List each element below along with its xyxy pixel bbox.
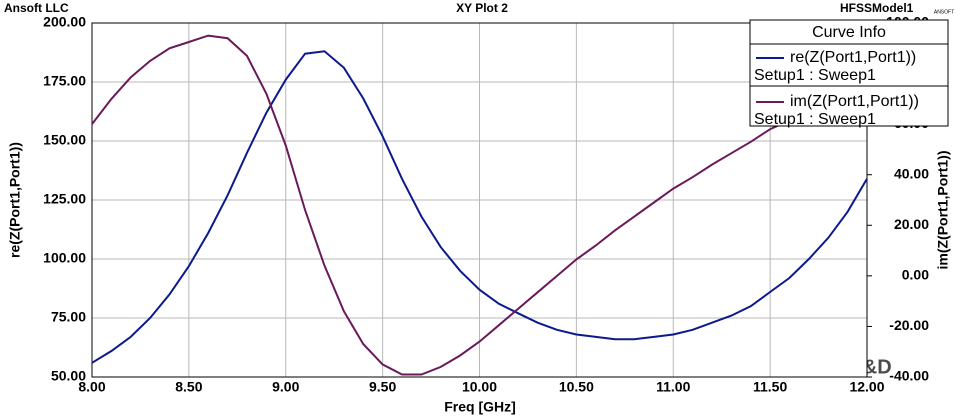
chart-title: XY Plot 2 [456,1,508,15]
x-tick-label: 8.00 [78,379,105,395]
y2-tick-label: 20.00 [894,216,929,232]
legend-label: im(Z(Port1,Port1)) [790,93,919,110]
data-line [91,50,868,364]
x-tick-label: 11.00 [656,379,690,395]
y-tick-label: 125.00 [43,191,86,207]
x-tick-label: 11.50 [753,379,787,395]
y2-tick-label: -20.00 [889,317,929,333]
legend-detail: Setup1 : Sweep1 [754,67,876,84]
x-tick-label: 9.00 [272,379,299,395]
legend-detail: Setup1 : Sweep1 [754,111,876,128]
y2-tick-label: 40.00 [894,165,929,181]
y-tick-label: 150.00 [43,132,86,148]
y-tick-label: 100.00 [43,250,86,266]
y2-axis-label: im(Z(Port1,Port1)) [935,151,951,270]
y-tick-label: 175.00 [43,73,86,89]
data-line [91,34,868,376]
logo: ANSOFT [934,9,954,15]
x-tick-label: 9.50 [369,379,396,395]
model-name: HFSSModel1 [840,1,914,15]
plot-frame [91,22,868,378]
x-axis-label: Freq [GHz] [444,399,516,415]
legend-label: re(Z(Port1,Port1)) [790,49,916,66]
x-tick-label: 12.00 [849,379,884,395]
x-tick-label: 8.50 [175,379,202,395]
legend-title: Curve Info [812,24,886,41]
y2-tick-label: 0.00 [902,267,929,283]
x-tick-label: 10.50 [559,379,594,395]
plot-area [91,22,868,378]
y-tick-label: 75.00 [51,309,86,325]
legend-box [749,19,949,127]
y-tick-label: 200.00 [43,14,86,30]
y-tick-label: 50.00 [51,368,86,384]
y2-tick-label: -40.00 [889,368,929,384]
company: Ansoft LLC [4,1,69,15]
y-axis-label: re(Z(Port1,Port1)) [7,142,23,258]
x-tick-label: 10.00 [462,379,497,395]
